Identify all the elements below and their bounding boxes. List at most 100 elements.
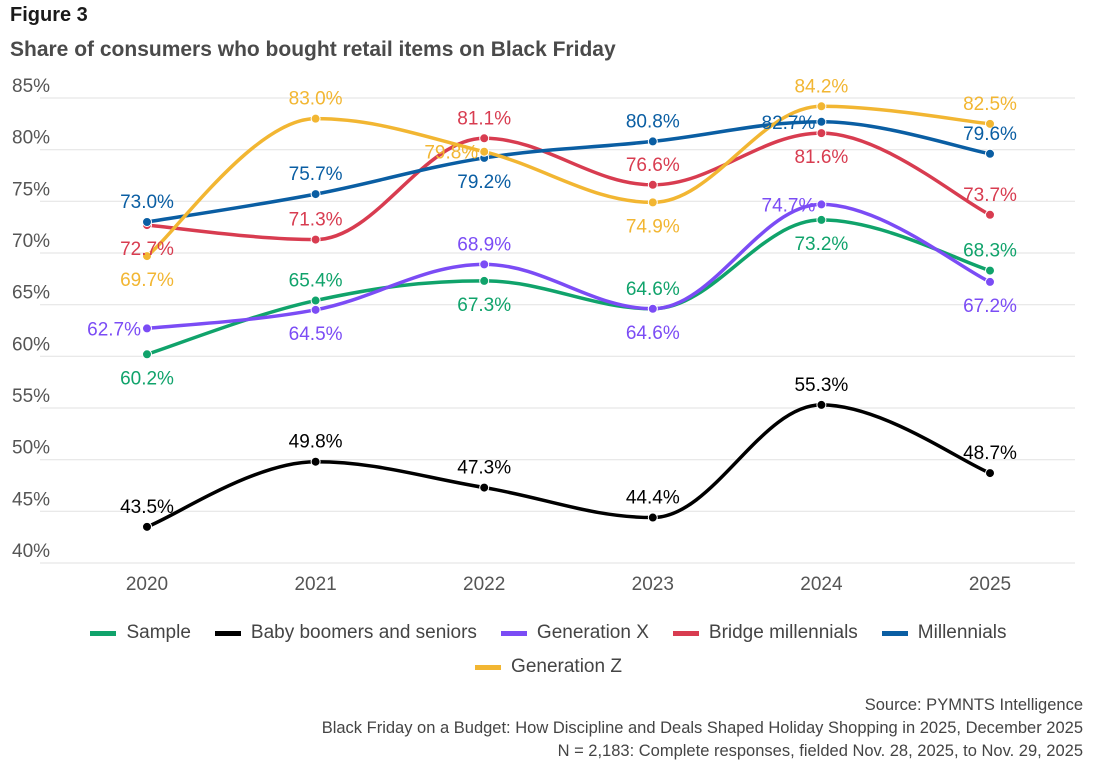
line-chart: 40%45%50%55%60%65%70%75%80%85% 2020 2021 2… [12, 76, 1075, 595]
series-line-sample [145, 218, 992, 357]
legend-swatch [214, 630, 241, 636]
data-label-sample: 64.6% [626, 279, 680, 300]
data-point-millennials [647, 136, 658, 147]
data-label-baby-boomers-and-seniors: 48.7% [963, 443, 1017, 464]
data-point-millennials [310, 189, 321, 200]
legend-item-baby-boomers-and-seniors: Baby boomers and seniors [214, 622, 477, 644]
data-label-generation-x: 68.9% [457, 234, 511, 255]
data-label-bridge-millennials: 76.6% [626, 155, 680, 176]
data-point-sample [310, 295, 321, 306]
data-label-generation-z: 84.2% [794, 76, 848, 97]
data-label-bridge-millennials: 71.3% [289, 210, 343, 231]
data-label-generation-z: 83.0% [289, 89, 343, 110]
x-tick-label: 2025 [969, 574, 1011, 595]
data-point-bridge-millennials [479, 133, 490, 144]
chart-title: Share of consumers who bought retail ite… [10, 38, 616, 61]
data-label-millennials: 79.2% [457, 172, 511, 193]
data-label-baby-boomers-and-seniors: 47.3% [457, 458, 511, 479]
y-tick-label: 70% [12, 231, 50, 252]
x-axis-ticks: 2020 2021 2022 2023 2024 2025 [126, 574, 1011, 595]
y-tick-label: 80% [12, 128, 50, 149]
legend-item-sample: Sample [90, 622, 191, 644]
data-label-baby-boomers-and-seniors: 43.5% [120, 497, 174, 518]
data-label-bridge-millennials: 73.7% [963, 185, 1017, 206]
data-point-sample [479, 275, 490, 286]
data-point-generation-z [310, 113, 321, 124]
legend-swatch [881, 630, 908, 636]
data-point-sample [142, 349, 152, 360]
data-point-generation-x [142, 323, 152, 334]
figure-label: Figure 3 [10, 4, 88, 26]
data-label-generation-z: 82.5% [963, 94, 1017, 115]
data-label-sample: 73.2% [794, 234, 848, 255]
data-point-bridge-millennials [985, 209, 995, 220]
legend-item-generation-z: Generation Z [475, 656, 622, 678]
data-label-bridge-millennials: 81.6% [794, 147, 848, 168]
data-point-sample [816, 214, 827, 225]
x-tick-label: 2023 [632, 574, 674, 595]
series-line-generation-x [145, 202, 992, 331]
data-point-baby-boomers-and-seniors [310, 456, 321, 467]
data-label-millennials: 75.7% [289, 164, 343, 185]
legend-label: Sample [126, 622, 191, 643]
data-point-baby-boomers-and-seniors [479, 482, 490, 493]
data-label-baby-boomers-and-seniors: 49.8% [289, 432, 343, 453]
data-label-generation-x: 67.2% [963, 296, 1017, 317]
legend-swatch [90, 630, 117, 636]
data-point-millennials [985, 148, 995, 159]
data-label-generation-x: 74.7% [762, 195, 816, 216]
legend-item-millennials: Millennials [881, 622, 1007, 644]
series-points [142, 101, 995, 532]
data-point-generation-z [985, 118, 995, 129]
legend-label: Bridge millennials [708, 622, 858, 643]
report-title-line: Black Friday on a Budget: How Discipline… [321, 719, 1083, 737]
grid [40, 97, 1075, 564]
y-tick-label: 55% [12, 386, 50, 407]
data-label-bridge-millennials: 72.7% [120, 239, 174, 260]
data-point-millennials [142, 217, 152, 227]
source-line: Source: PYMNTS Intelligence [864, 696, 1083, 714]
data-label-generation-x: 62.7% [87, 319, 141, 340]
series-line-baby-boomers-and-seniors [145, 403, 992, 529]
data-point-generation-x [479, 259, 490, 270]
x-tick-label: 2020 [126, 574, 168, 595]
data-label-sample: 60.2% [120, 368, 174, 389]
y-tick-label: 85% [12, 76, 50, 97]
data-label-millennials: 79.6% [963, 124, 1017, 145]
data-label-baby-boomers-and-seniors: 55.3% [794, 375, 848, 396]
legend-label: Generation Z [511, 656, 622, 677]
data-point-generation-z [142, 251, 152, 262]
data-label-millennials: 73.0% [120, 192, 174, 213]
data-label-generation-z: 79.8% [424, 143, 478, 164]
legend-item-bridge-millennials: Bridge millennials [672, 622, 858, 644]
data-point-bridge-millennials [310, 234, 321, 245]
data-label-millennials: 80.8% [626, 111, 680, 132]
y-tick-label: 40% [12, 541, 50, 562]
legend-swatch [500, 630, 527, 636]
data-point-millennials [816, 116, 827, 127]
y-tick-label: 45% [12, 489, 50, 510]
y-tick-label: 75% [12, 179, 50, 200]
legend-swatch [475, 664, 502, 670]
data-point-generation-z [816, 101, 827, 112]
data-point-generation-x [647, 303, 658, 314]
data-label-sample: 65.4% [289, 271, 343, 292]
y-tick-label: 60% [12, 334, 50, 355]
data-point-baby-boomers-and-seniors [142, 521, 152, 532]
data-label-generation-z: 69.7% [120, 270, 174, 291]
data-point-generation-z [647, 197, 658, 208]
x-tick-label: 2024 [800, 574, 843, 595]
legend-label: Baby boomers and seniors [250, 622, 477, 643]
data-point-bridge-millennials [816, 128, 827, 139]
data-label-sample: 67.3% [457, 295, 511, 316]
legend: Sample Baby boomers and seniors Generation… [0, 622, 1097, 690]
data-point-generation-z [479, 146, 490, 157]
y-tick-label: 65% [12, 283, 50, 304]
data-point-sample [985, 265, 995, 276]
x-tick-label: 2022 [463, 574, 505, 595]
data-point-baby-boomers-and-seniors [647, 512, 658, 523]
legend-label: Millennials [917, 622, 1007, 643]
series-lines [145, 104, 992, 529]
source-notes: Source: PYMNTS Intelligence Black Friday… [322, 694, 1083, 763]
sample-size-line: N = 2,183: Complete responses, fielded N… [557, 742, 1083, 760]
